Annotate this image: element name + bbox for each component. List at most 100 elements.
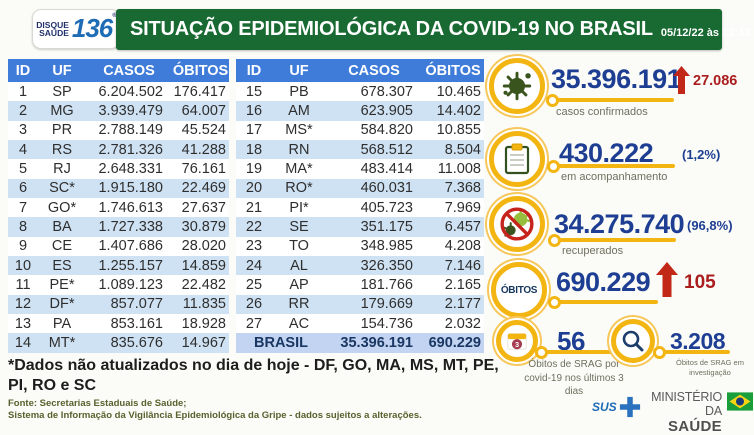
obitos-badge-label: ÓBITOS	[500, 284, 538, 296]
col-uf: UF	[289, 62, 309, 79]
row-obitos: 76.161	[181, 161, 226, 178]
accent-rule	[535, 346, 613, 359]
row-casos: 584.820	[360, 122, 413, 139]
accent-rule	[548, 296, 658, 309]
row-casos: 179.669	[360, 296, 413, 313]
rule-dot	[546, 94, 559, 107]
row-casos: 2.781.326	[98, 141, 163, 158]
col-obitos: ÓBITOS	[172, 62, 229, 79]
title-banner: SITUAÇÃO EPIDEMIOLÓGICA DA COVID-19 NO B…	[116, 9, 750, 50]
confirmed-cases-label: casos confirmados	[556, 106, 648, 118]
row-uf: SP	[52, 83, 72, 100]
row-obitos: 8.504	[444, 141, 481, 158]
col-casos: CASOS	[348, 62, 400, 79]
row-id: 16	[245, 103, 263, 120]
row-casos: 568.512	[360, 141, 413, 158]
row-obitos: 22.482	[181, 277, 226, 294]
row-obitos: 18.928	[181, 315, 226, 332]
table-row: 12 DF* 857.077 11.835	[8, 294, 229, 315]
row-id: 6	[18, 180, 28, 197]
new-deaths-delta: 105	[684, 272, 716, 293]
row-obitos: 10.465	[436, 83, 481, 100]
states-table-left: ID UF CASOS ÓBITOS 1 SP 6.204.502 176.41…	[8, 59, 229, 353]
table-row: 8 BA 1.727.338 30.879	[8, 217, 229, 237]
row-uf: BA	[52, 219, 72, 236]
row-obitos: 2.177	[444, 296, 481, 313]
table-row: 5 RJ 2.648.331 76.161	[8, 159, 229, 179]
row-id: 7	[18, 199, 28, 216]
row-id: 2	[18, 103, 28, 120]
rule-dot	[653, 346, 666, 359]
row-casos: 1.089.123	[98, 277, 163, 294]
row-id: 27	[245, 315, 263, 332]
svg-text:3: 3	[515, 340, 519, 349]
rule-dot	[548, 234, 561, 247]
row-uf: SC*	[49, 180, 75, 197]
table-body-right: 15 PB 678.307 10.465 16 AM 623.905 14.40…	[236, 82, 484, 334]
row-uf: AP	[289, 277, 309, 294]
row-id: 5	[18, 161, 28, 178]
recovered-label: recuperados	[562, 245, 624, 257]
table-row: 11 PE* 1.089.123 22.482	[8, 275, 229, 295]
col-id: ID	[246, 62, 262, 79]
row-uf: PA	[52, 315, 72, 332]
row-id: 8	[18, 219, 28, 236]
table-row: 6 SC* 1.915.180 22.469	[8, 178, 229, 199]
sus-logo: SUS	[592, 396, 641, 418]
row-id: 25	[245, 277, 263, 294]
col-id: ID	[15, 62, 31, 79]
table-row: 22 SE 351.175 6.457	[236, 217, 484, 237]
row-uf: RR	[288, 296, 310, 313]
row-casos: 2.648.331	[98, 161, 163, 178]
row-uf: PE*	[49, 277, 75, 294]
row-id: 15	[245, 83, 263, 100]
ministry-logo: MINISTÉRIO DA SAÚDE	[638, 390, 722, 435]
row-id: 14	[14, 335, 32, 352]
srag-invest-value: 3.208	[670, 328, 726, 354]
row-casos: 351.175	[360, 219, 413, 236]
row-obitos: 7.969	[444, 199, 481, 216]
row-casos: 623.905	[360, 103, 413, 120]
row-id: 17	[245, 122, 263, 139]
row-uf: PI*	[289, 199, 309, 216]
disque-saude-logo: DISQUE SAÚDE 136®	[32, 9, 120, 49]
table-row: 16 AM 623.905 14.402	[236, 101, 484, 121]
row-id: 4	[18, 141, 28, 158]
row-id: 12	[14, 296, 32, 313]
disque-saude-label: DISQUE SAÚDE	[36, 19, 69, 38]
row-uf: SE	[289, 219, 309, 236]
table-row: 27 AC 154.736 2.032	[236, 314, 484, 334]
table-row: 2 MG 3.939.479 64.007	[8, 101, 229, 121]
row-obitos: 22.469	[181, 180, 226, 197]
row-id: 23	[245, 238, 263, 255]
row-obitos: 11.835	[182, 296, 226, 313]
table-row: 24 AL 326.350 7.146	[236, 256, 484, 276]
row-uf: TO	[289, 238, 309, 255]
row-id: 20	[245, 180, 263, 197]
row-id: 1	[18, 83, 28, 100]
sus-label: SUS	[592, 400, 617, 414]
table-row: 9 CE 1.407.686 28.020	[8, 236, 229, 257]
row-obitos: 7.368	[444, 180, 481, 197]
row-uf: CE	[51, 238, 73, 255]
sus-cross-icon	[619, 396, 640, 418]
row-uf: GO*	[47, 199, 77, 216]
row-casos: 6.204.502	[98, 83, 163, 100]
row-obitos: 7.146	[444, 257, 481, 274]
row-casos: 483.414	[360, 161, 413, 178]
row-uf: AC	[288, 315, 310, 332]
row-obitos: 2.032	[444, 315, 481, 332]
table-row: 23 TO 348.985 4.208	[236, 236, 484, 257]
row-uf: PR	[51, 122, 73, 139]
recovered-value: 34.275.740	[554, 209, 685, 239]
srag-invest-label: Óbitos de SRAG em investigação	[676, 358, 744, 377]
row-id: 22	[245, 219, 263, 236]
col-obitos: ÓBITOS	[425, 62, 481, 79]
row-id: 11	[15, 277, 31, 294]
accent-rule	[547, 160, 675, 173]
row-obitos: 64.007	[181, 103, 226, 120]
row-obitos: 45.524	[181, 122, 226, 139]
srag-recent-label: Óbitos de SRAG por covid-19 nos últimos …	[524, 359, 624, 397]
row-casos: 348.985	[360, 238, 413, 255]
row-uf: PB	[289, 83, 309, 100]
